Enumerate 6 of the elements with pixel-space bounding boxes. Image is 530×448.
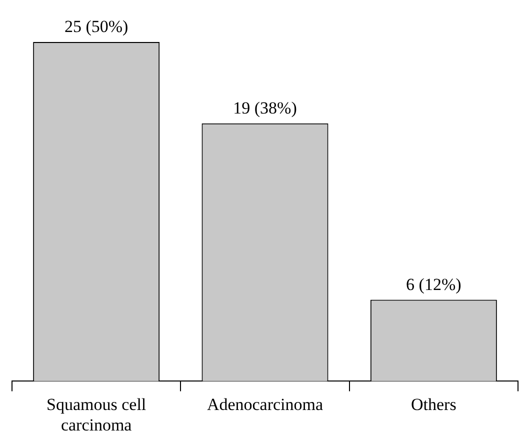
data-label: 19 (38%) [233, 98, 297, 118]
x-tick-label: Adenocarcinoma [206, 394, 324, 414]
data-label: 6 (12%) [406, 274, 462, 294]
data-label: 25 (50%) [64, 16, 128, 36]
x-tick-label: Squamous cell carcinoma [46, 394, 146, 434]
x-tick-label: Others [411, 394, 456, 414]
